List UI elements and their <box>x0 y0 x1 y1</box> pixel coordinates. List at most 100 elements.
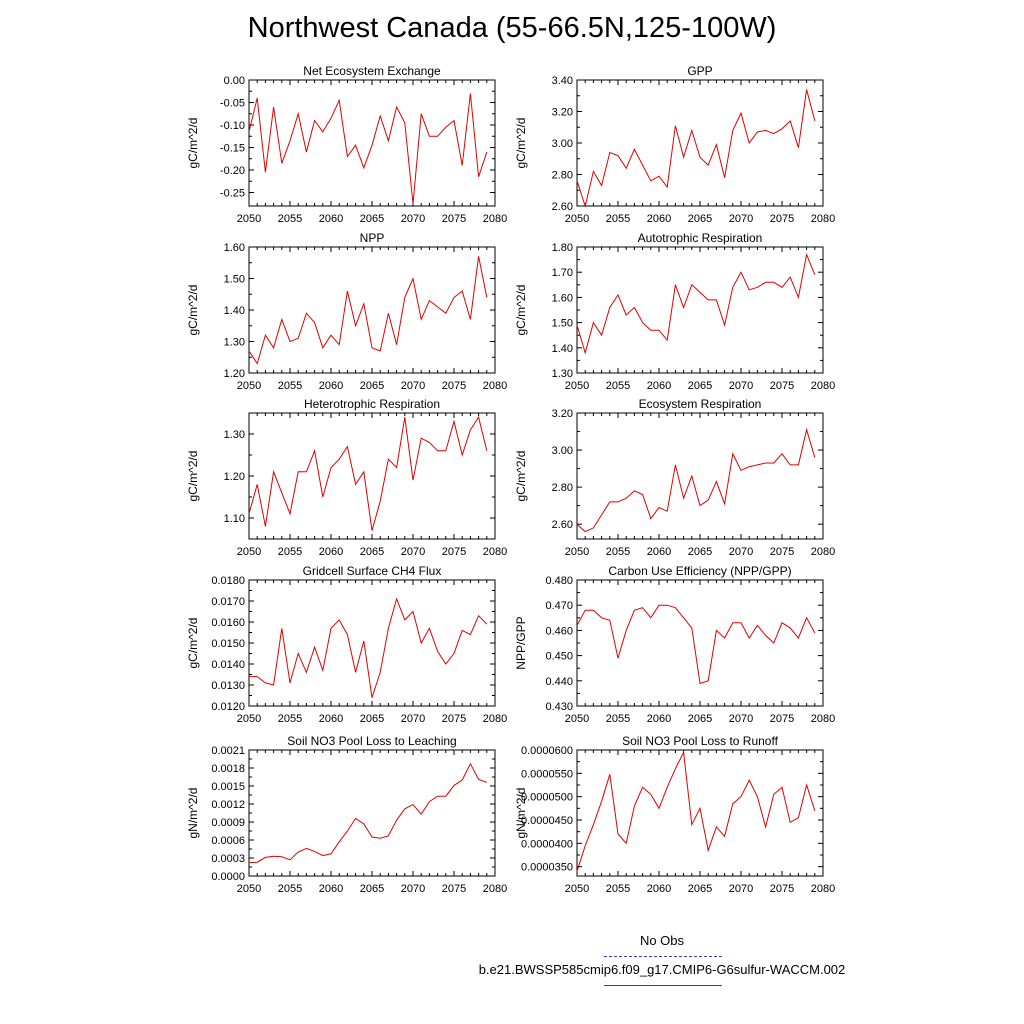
y-tick-label: 0.440 <box>545 676 573 688</box>
y-tick-label: 3.00 <box>552 138 573 150</box>
y-tick-label: 2.60 <box>552 519 573 531</box>
x-tick-label: 2080 <box>811 713 835 725</box>
x-tick-label: 2080 <box>811 546 835 558</box>
y-tick-label: 0.0000 <box>211 871 245 883</box>
y-tick-label: 0.0009 <box>211 817 245 829</box>
chart-title: GPP <box>687 64 712 78</box>
series-line <box>576 604 816 684</box>
y-tick-label: 0.0000350 <box>521 862 573 874</box>
x-tick-label: 2080 <box>811 213 835 225</box>
x-tick-label: 2070 <box>729 713 753 725</box>
x-tick-label: 2060 <box>647 713 671 725</box>
y-axis-label: gC/m^2/d <box>514 285 528 336</box>
y-tick-label: 2.80 <box>552 170 573 182</box>
chart-panel-3: Autotrophic Respiration 2050 2055 2060 2065 2… <box>514 231 835 392</box>
y-tick-label: 3.20 <box>552 107 573 119</box>
x-tick-label: 2050 <box>237 213 261 225</box>
y-tick-label: 0.0000450 <box>521 815 573 827</box>
chart-panel-1: GPP 2050 2055 2060 2065 2070 2075 2080 2.60 2.80 3… <box>514 64 835 225</box>
plot-frame <box>248 412 496 540</box>
x-tick-label: 2055 <box>278 546 302 558</box>
x-tick-label: 2060 <box>319 883 343 895</box>
chart-title: Ecosystem Respiration <box>639 397 762 411</box>
y-tick-label: -0.25 <box>220 188 245 200</box>
y-axis-label: NPP/GPP <box>514 616 528 669</box>
y-tick-label: 1.20 <box>224 368 245 380</box>
x-tick-label: 2075 <box>770 713 794 725</box>
y-tick-label: -0.15 <box>220 143 245 155</box>
chart-title: Net Ecosystem Exchange <box>303 64 441 78</box>
y-tick-label: 1.30 <box>224 429 245 441</box>
y-axis-label: gC/m^2/d <box>514 451 528 502</box>
y-tick-label: 1.60 <box>552 292 573 304</box>
y-tick-label: 1.30 <box>552 368 573 380</box>
y-tick-label: -0.05 <box>220 98 245 110</box>
y-tick-label: 1.30 <box>224 337 245 349</box>
x-tick-label: 2060 <box>319 546 343 558</box>
y-tick-label: 0.0000550 <box>521 768 573 780</box>
plot-frame <box>576 579 824 707</box>
chart-title: Soil NO3 Pool Loss to Runoff <box>622 734 779 748</box>
y-tick-label: -0.20 <box>220 165 245 177</box>
page-title: Northwest Canada (55-66.5N,125-100W) <box>247 12 777 44</box>
x-tick-label: 2070 <box>401 883 425 895</box>
chart-panel-4: Heterotrophic Respiration 2050 2055 2060 206… <box>186 397 507 558</box>
x-tick-label: 2050 <box>565 713 589 725</box>
y-tick-label: 0.460 <box>545 625 573 637</box>
x-tick-label: 2075 <box>770 883 794 895</box>
x-tick-label: 2055 <box>278 380 302 392</box>
y-tick-label: 0.0150 <box>211 638 245 650</box>
x-tick-label: 2055 <box>278 713 302 725</box>
x-tick-label: 2065 <box>360 546 384 558</box>
x-tick-label: 2065 <box>360 713 384 725</box>
y-tick-label: -0.10 <box>220 120 245 132</box>
chart-title: Carbon Use Efficiency (NPP/GPP) <box>608 564 791 578</box>
y-tick-label: 0.0018 <box>211 763 245 775</box>
y-tick-label: 0.0000500 <box>521 792 573 804</box>
x-tick-label: 2050 <box>237 380 261 392</box>
chart-panel-7: Carbon Use Efficiency (NPP/GPP) 2050 2055 2… <box>514 564 835 725</box>
x-tick-label: 2050 <box>565 380 589 392</box>
series-line <box>576 750 816 872</box>
x-tick-label: 2055 <box>278 213 302 225</box>
chart-panel-9: Soil NO3 Pool Loss to Runoff 2050 2055 2060… <box>514 734 835 895</box>
y-tick-label: 1.70 <box>552 267 573 279</box>
chart-title: NPP <box>360 231 385 245</box>
y-axis-label: gC/m^2/d <box>186 285 200 336</box>
x-tick-label: 2050 <box>565 883 589 895</box>
x-tick-label: 2050 <box>565 213 589 225</box>
x-tick-label: 2070 <box>729 883 753 895</box>
series-line <box>576 427 816 533</box>
chart-title: Gridcell Surface CH4 Flux <box>303 564 442 578</box>
x-tick-label: 2055 <box>606 380 630 392</box>
series-line <box>248 415 488 531</box>
plot-frame <box>248 246 496 374</box>
x-tick-label: 2055 <box>606 883 630 895</box>
y-tick-label: 1.50 <box>224 274 245 286</box>
x-tick-label: 2070 <box>401 213 425 225</box>
y-tick-label: 0.0021 <box>211 745 245 757</box>
y-tick-label: 0.0180 <box>211 575 245 587</box>
y-tick-label: 0.0015 <box>211 781 245 793</box>
y-tick-label: 0.0120 <box>211 701 245 713</box>
x-tick-label: 2050 <box>565 546 589 558</box>
chart-panel-5: Ecosystem Respiration 2050 2055 2060 2065 207… <box>514 397 835 558</box>
y-tick-label: 1.80 <box>552 242 573 254</box>
series-line <box>576 252 816 355</box>
series-line <box>248 256 488 365</box>
y-tick-label: 3.40 <box>552 75 573 87</box>
plot-frame <box>576 749 824 877</box>
x-tick-label: 2060 <box>647 380 671 392</box>
y-tick-label: 0.450 <box>545 651 573 663</box>
y-tick-label: 0.0012 <box>211 799 245 811</box>
chart-panel-2: NPP 2050 2055 2060 2065 2070 2075 2080 1.20 1.30 1… <box>186 231 507 392</box>
x-tick-label: 2065 <box>688 380 712 392</box>
x-tick-label: 2070 <box>401 713 425 725</box>
y-tick-label: 0.0160 <box>211 617 245 629</box>
x-tick-label: 2065 <box>688 883 712 895</box>
y-tick-label: 1.50 <box>552 318 573 330</box>
x-tick-label: 2065 <box>360 380 384 392</box>
x-tick-label: 2075 <box>442 213 466 225</box>
x-tick-label: 2080 <box>483 213 507 225</box>
x-tick-label: 2065 <box>360 213 384 225</box>
